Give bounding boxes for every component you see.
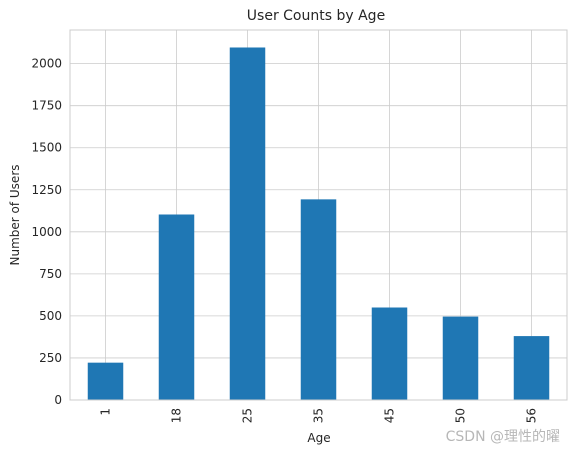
x-tick-label: 18	[170, 408, 184, 423]
x-tick-label: 50	[454, 408, 468, 423]
bar-age-1	[87, 362, 124, 400]
bar-age-45	[371, 307, 408, 400]
bar-age-50	[442, 316, 479, 400]
bar-age-25	[229, 47, 266, 401]
bar-age-56	[513, 336, 550, 400]
y-tick-label: 0	[54, 393, 62, 407]
y-tick-label: 1750	[31, 99, 62, 113]
x-tick-label: 45	[383, 408, 397, 423]
y-tick-label: 1000	[31, 225, 62, 239]
y-tick-label: 750	[39, 267, 62, 281]
watermark: CSDN @理性的曜	[446, 429, 560, 445]
y-tick-label: 2000	[31, 57, 62, 71]
bar-age-18	[158, 214, 195, 400]
y-axis-label: Number of Users	[8, 164, 22, 265]
x-tick-label: 25	[241, 408, 255, 423]
x-tick-labels: 1 18 25 35 45 50 56	[99, 408, 539, 423]
bars-layer	[87, 47, 550, 401]
plot-frame	[69, 29, 568, 401]
bar-age-35	[300, 199, 337, 400]
x-tick-label: 35	[312, 408, 326, 423]
y-tick-label: 1500	[31, 141, 62, 155]
x-tick-label: 1	[99, 408, 113, 416]
x-tick-label: 56	[525, 408, 539, 423]
y-tick-label: 250	[39, 351, 62, 365]
chart-title: User Counts by Age	[247, 8, 385, 24]
y-tick-label: 1250	[31, 183, 62, 197]
x-axis-label: Age	[307, 431, 330, 445]
y-tick-label: 500	[39, 309, 62, 323]
y-tick-labels: 0 250 500 750 1000 1250 1500 1750 2000	[31, 57, 62, 407]
